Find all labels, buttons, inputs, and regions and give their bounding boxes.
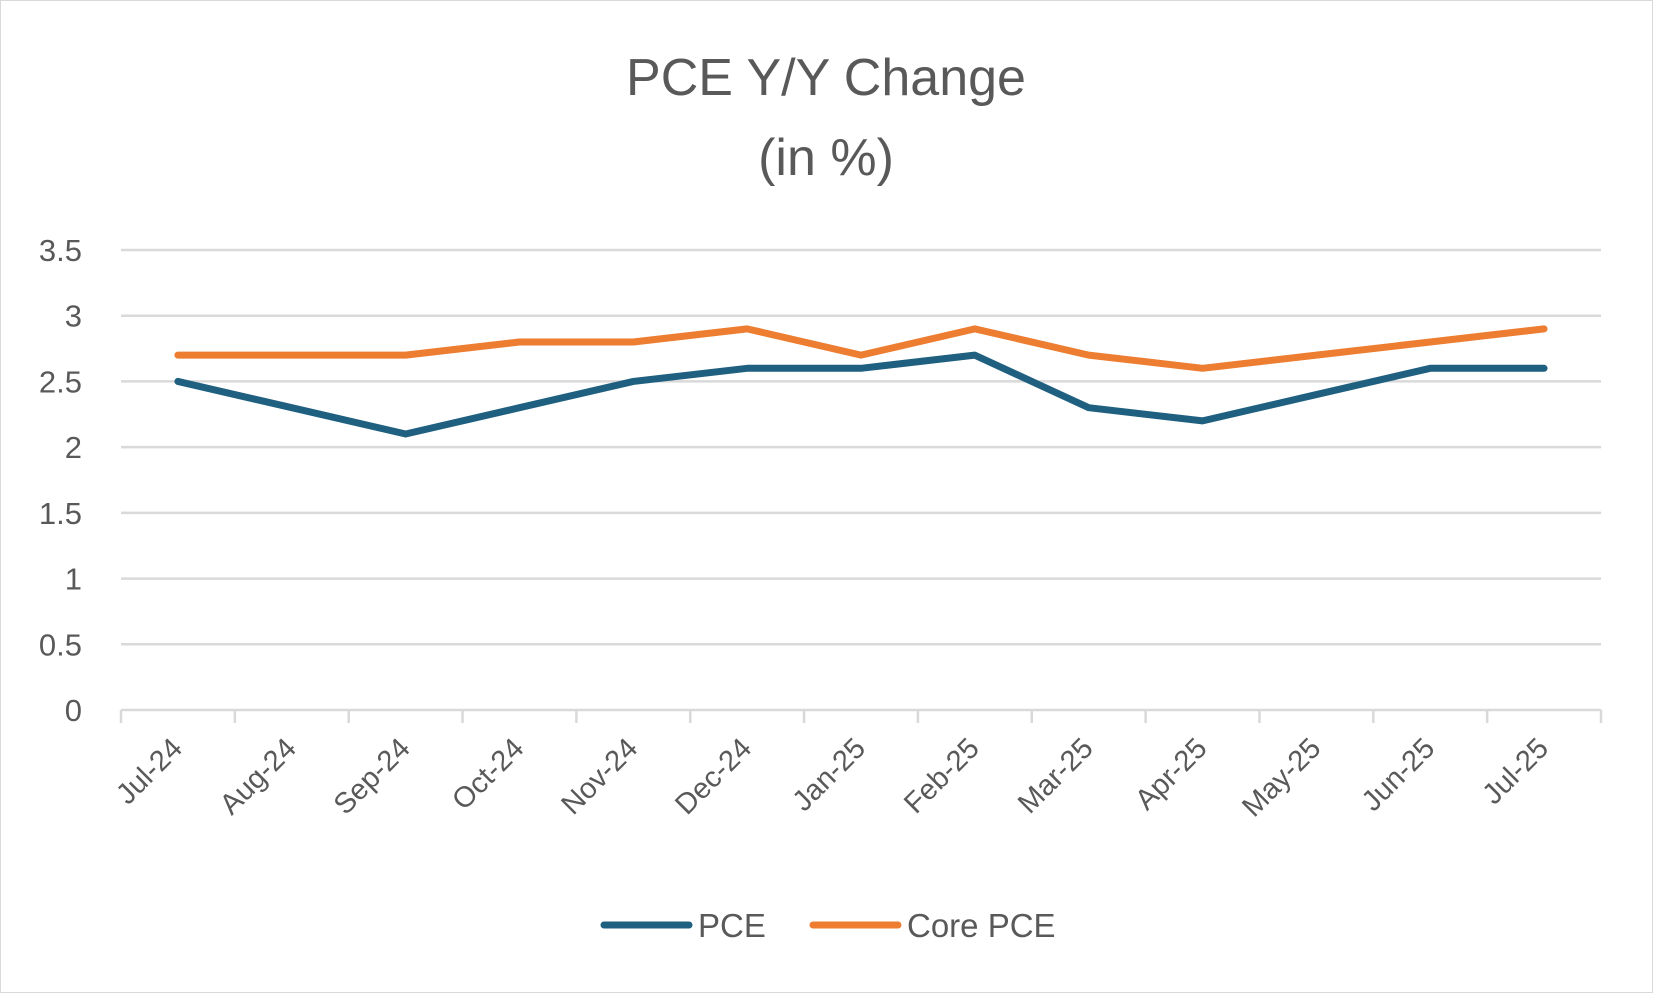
y-tick-label: 0	[65, 693, 82, 728]
x-tick-label: Apr-25	[1129, 732, 1213, 816]
legend-label-pce: PCE	[698, 907, 766, 944]
x-tick-label: May-25	[1236, 732, 1327, 823]
series-line-core-pce	[174, 325, 1548, 372]
gridlines	[121, 248, 1601, 646]
x-tick-label: Sep-24	[328, 732, 417, 821]
y-tick-label: 2.5	[39, 364, 82, 399]
series-line-pce	[174, 351, 1548, 438]
y-tick-label: 1.5	[39, 496, 82, 531]
x-tick-label: Mar-25	[1012, 732, 1100, 820]
chart-title: PCE Y/Y Change	[626, 49, 1026, 107]
y-tick-label: 1	[65, 562, 82, 597]
y-tick-label: 2	[65, 430, 82, 465]
x-tick-label: Jun-25	[1356, 732, 1441, 817]
y-tick-label: 3.5	[39, 233, 82, 268]
x-axis	[119, 708, 1603, 723]
y-tick-label: 0.5	[39, 627, 82, 662]
y-tick-label: 3	[65, 299, 82, 334]
x-tick-label: Dec-24	[669, 732, 758, 821]
series-lines	[174, 325, 1548, 438]
x-tick-label: Jan-25	[787, 732, 872, 817]
legend: PCE Core PCE	[600, 907, 1056, 944]
x-tick-label: Jul-25	[1477, 732, 1555, 810]
x-axis-tick-labels: Jul-24 Aug-24 Sep-24 Oct-24 Nov-24 Dec-24 Jan-…	[110, 732, 1555, 823]
chart-subtitle: (in %)	[758, 129, 894, 187]
x-tick-label: Aug-24	[214, 732, 303, 821]
chart-title-group: PCE Y/Y Change (in %)	[626, 49, 1026, 187]
legend-label-core-pce: Core PCE	[907, 907, 1056, 944]
x-tick-label: Nov-24	[556, 732, 645, 821]
x-tick-label: Oct-24	[446, 732, 530, 816]
y-axis-tick-labels: 0 0.5 1 1.5 2 2.5 3 3.5	[39, 233, 82, 728]
x-tick-label: Jul-24	[110, 732, 188, 810]
x-tick-label: Feb-25	[898, 732, 986, 820]
